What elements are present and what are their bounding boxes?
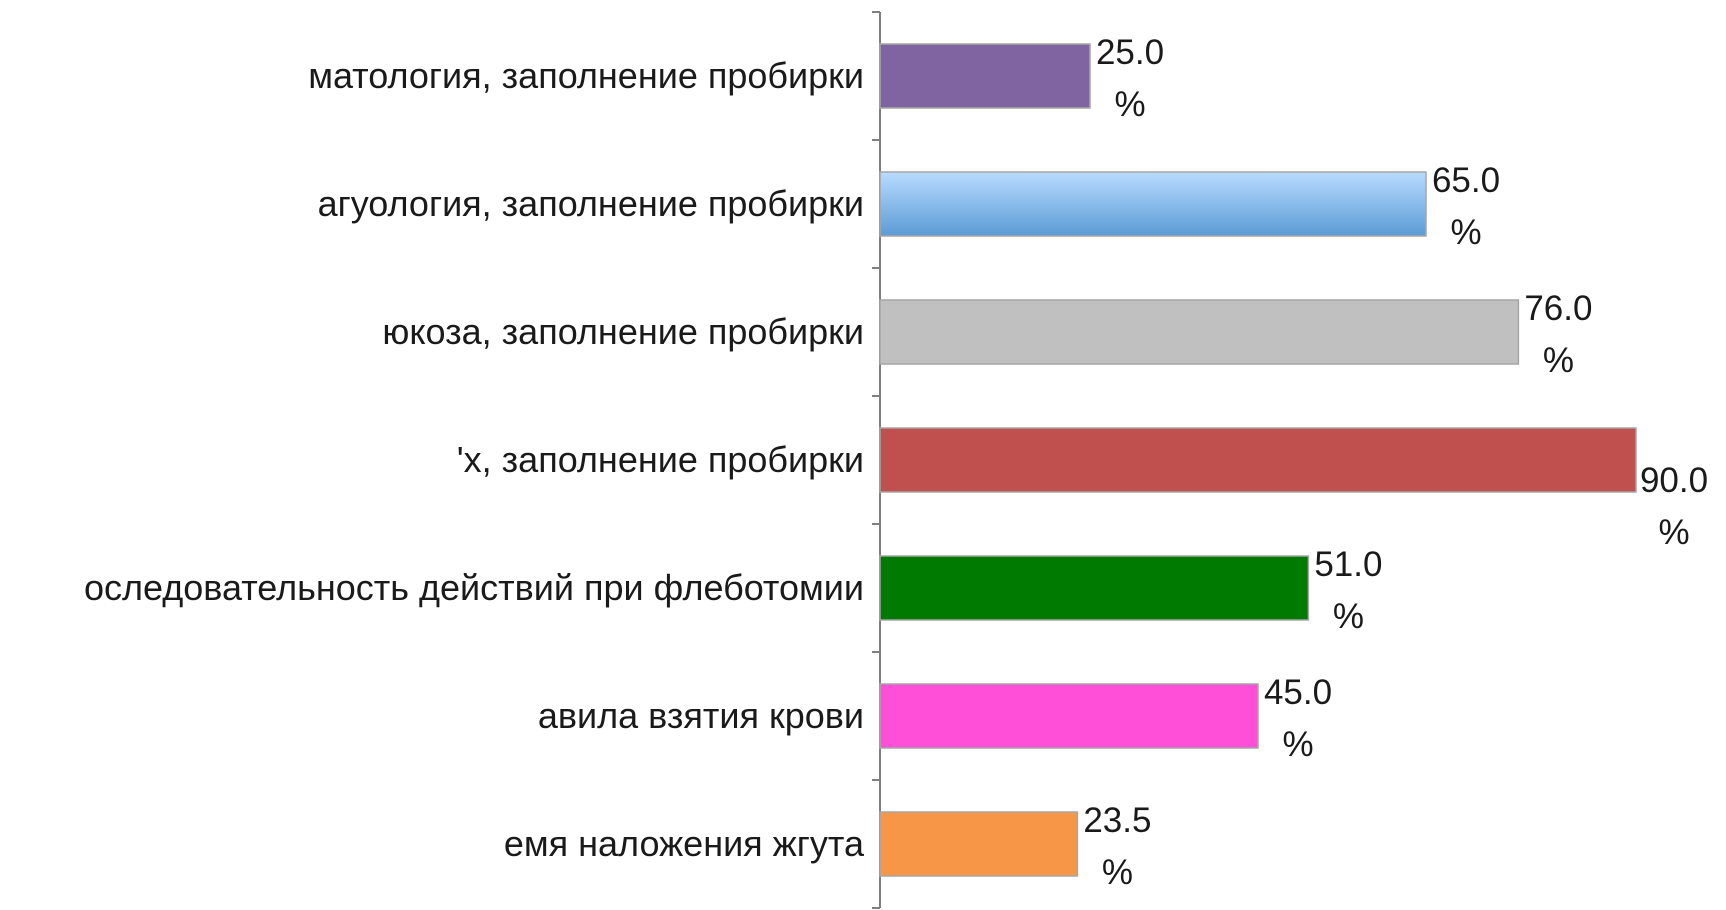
data-label-unit: % bbox=[1543, 341, 1574, 380]
data-label-unit: % bbox=[1102, 853, 1133, 892]
data-label-unit: % bbox=[1114, 85, 1145, 124]
bar bbox=[879, 299, 1520, 365]
category-label: емя наложения жгута bbox=[504, 823, 865, 864]
data-label-value: 90.0 bbox=[1640, 461, 1708, 500]
bar bbox=[879, 683, 1259, 749]
category-label: юкоза, заполнение пробирки bbox=[382, 311, 864, 352]
category-label: матология, заполнение пробирки bbox=[308, 55, 864, 96]
data-label-unit: % bbox=[1333, 597, 1364, 636]
data-label-value: 45.0 bbox=[1264, 673, 1332, 712]
data-label-unit: % bbox=[1450, 213, 1481, 252]
data-label-value: 65.0 bbox=[1432, 161, 1500, 200]
data-label-value: 23.5 bbox=[1083, 801, 1151, 840]
bar bbox=[879, 811, 1079, 877]
category-label: авила взятия крови bbox=[538, 695, 864, 736]
data-label-unit: % bbox=[1658, 513, 1689, 552]
category-label: агуология, заполнение пробирки bbox=[318, 183, 864, 224]
data-label-value: 51.0 bbox=[1314, 545, 1382, 584]
category-label: оследовательность действий при флеботоми… bbox=[84, 567, 864, 608]
data-label-value: 25.0 bbox=[1096, 33, 1164, 72]
bar bbox=[879, 171, 1427, 237]
data-label-unit: % bbox=[1282, 725, 1313, 764]
bar bbox=[879, 427, 1637, 493]
bar bbox=[879, 43, 1091, 109]
data-label-value: 76.0 bbox=[1524, 289, 1592, 328]
bar bbox=[879, 555, 1310, 621]
category-label: 'х, заполнение пробирки bbox=[457, 439, 864, 480]
